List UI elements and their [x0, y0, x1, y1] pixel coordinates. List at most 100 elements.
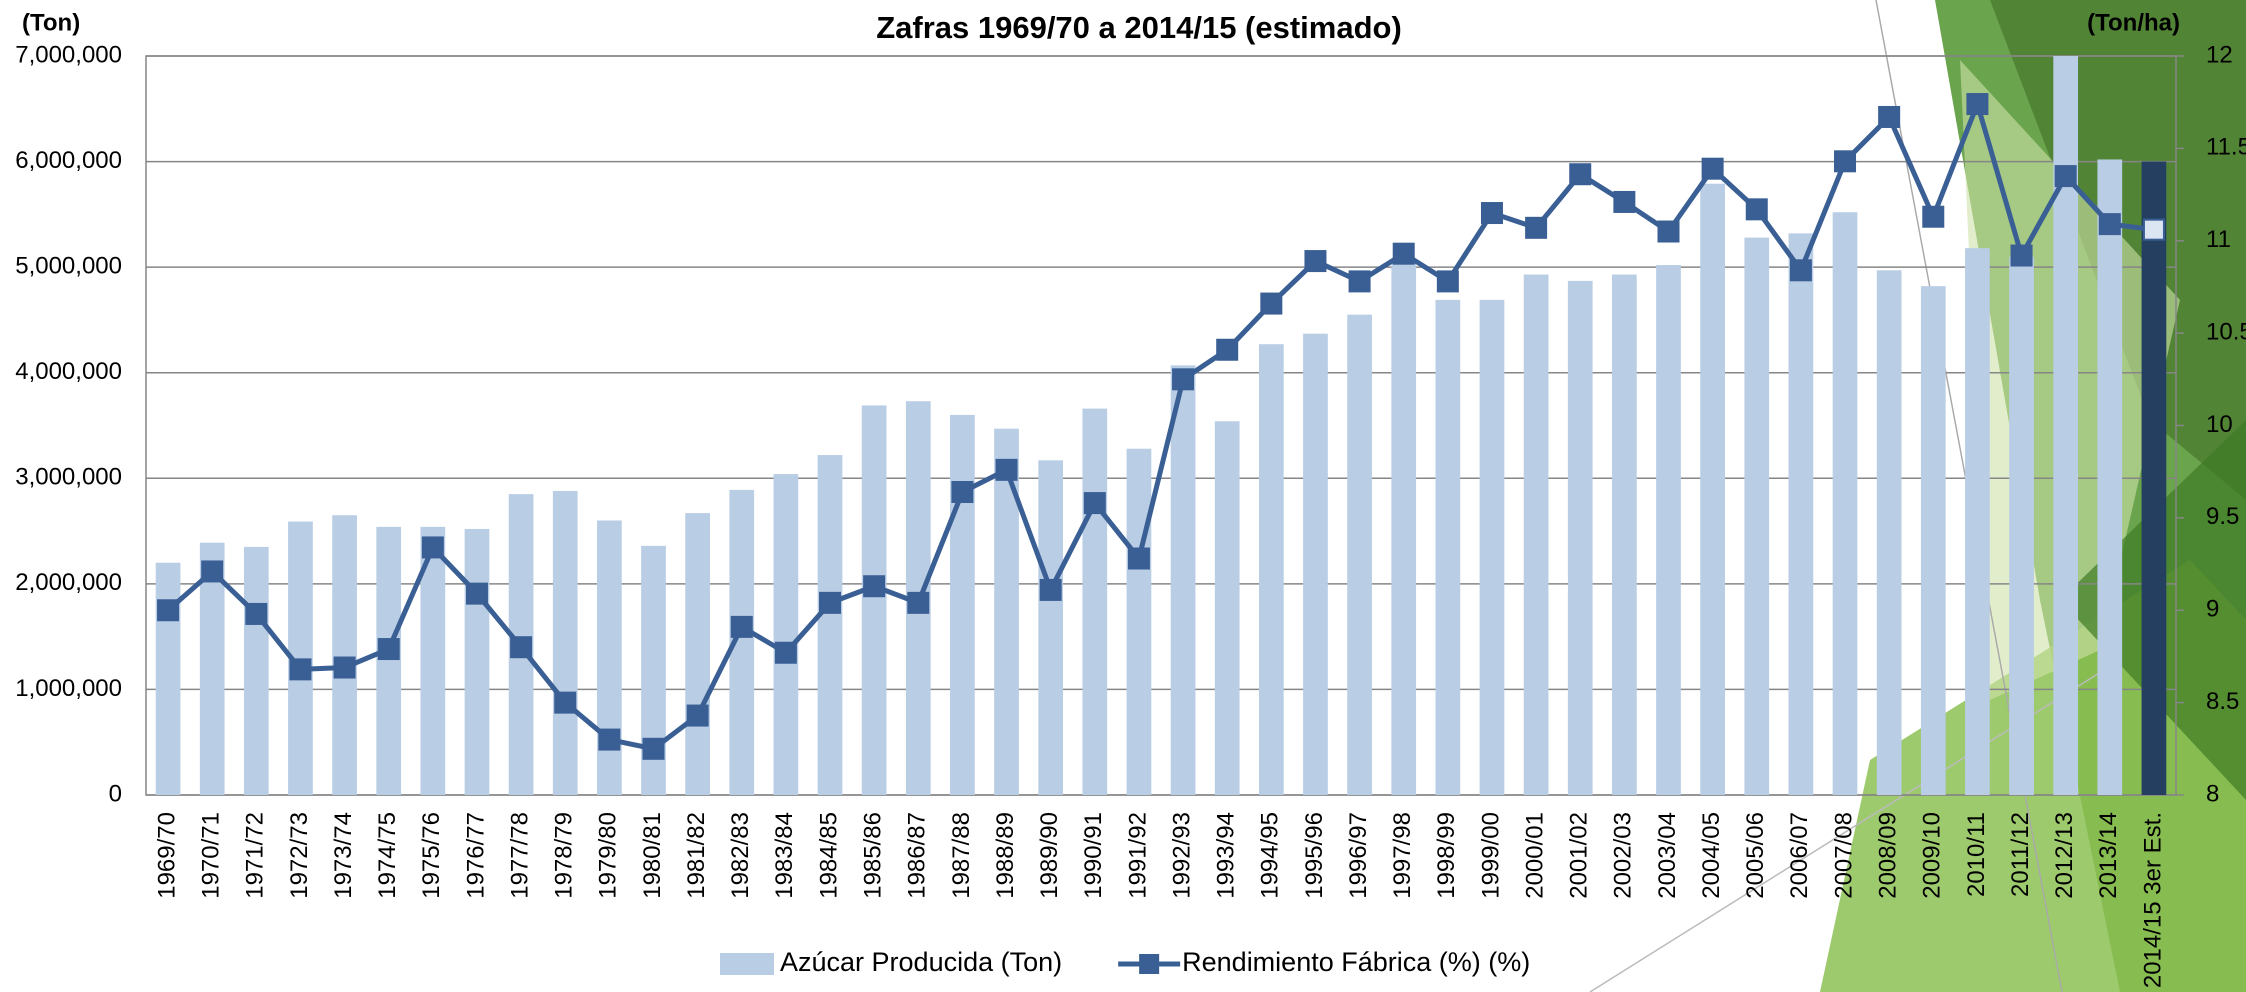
bar	[1303, 334, 1328, 795]
line-marker	[202, 561, 222, 581]
x-tick-label: 1993/94	[1213, 812, 1240, 899]
x-tick-label: 1979/80	[595, 812, 622, 899]
line-marker	[2144, 220, 2164, 240]
x-tick-label: 2008/09	[1874, 812, 1901, 899]
bar	[685, 513, 710, 795]
bar	[818, 455, 843, 795]
y-tick-label: 3,000,000	[15, 464, 122, 491]
y2-tick-label: 10.5	[2206, 318, 2246, 345]
bar	[1789, 233, 1814, 795]
line-marker	[467, 584, 487, 604]
bar	[597, 521, 622, 795]
line-marker	[2056, 166, 2076, 186]
y-tick-label: 6,000,000	[15, 147, 122, 174]
chart-title: Zafras 1969/70 a 2014/15 (estimado)	[876, 10, 1402, 45]
line-marker	[1526, 218, 1546, 238]
line-marker	[379, 639, 399, 659]
line-marker	[1614, 192, 1634, 212]
bar	[1877, 270, 1902, 795]
y2-tick-label: 8.5	[2206, 688, 2239, 715]
bar	[1171, 365, 1196, 795]
x-tick-label: 1984/85	[815, 812, 842, 899]
legend-swatch	[1139, 954, 1159, 974]
bar	[156, 563, 181, 795]
bar	[1656, 265, 1681, 795]
bar	[1215, 421, 1240, 795]
bar	[2009, 257, 2034, 795]
line-marker	[1041, 580, 1061, 600]
line-marker	[1747, 199, 1767, 219]
x-tick-label: 1975/76	[418, 812, 445, 899]
line-marker	[246, 604, 266, 624]
x-tick-label: 1983/84	[771, 812, 798, 899]
line-marker	[2012, 246, 2032, 266]
line-marker	[952, 482, 972, 502]
line-marker	[997, 460, 1017, 480]
line-marker	[1305, 251, 1325, 271]
bar	[1965, 248, 1990, 795]
line-marker	[511, 637, 531, 657]
x-tick-label: 2004/05	[1698, 812, 1725, 899]
page: Zafras 1969/70 a 2014/15 (estimado) (Ton…	[0, 0, 2246, 992]
x-tick-label: 1996/97	[1345, 812, 1372, 899]
x-tick-label: 1972/73	[286, 812, 313, 899]
x-tick-label: 1987/88	[948, 812, 975, 899]
line-marker	[1217, 340, 1237, 360]
x-tick-label: 1997/98	[1389, 812, 1416, 899]
chart: Zafras 1969/70 a 2014/15 (estimado) (Ton…	[0, 0, 2246, 992]
x-tick-label: 1995/96	[1301, 812, 1328, 899]
bar	[1082, 409, 1107, 795]
y2-tick-label: 9	[2206, 596, 2219, 623]
bar	[2097, 159, 2122, 795]
line-marker	[1261, 294, 1281, 314]
line-marker	[644, 739, 664, 759]
line-marker	[1394, 244, 1414, 264]
x-tick-label: 1973/74	[330, 812, 357, 899]
x-tick-label: 1994/95	[1257, 812, 1284, 899]
line-marker	[1570, 164, 1590, 184]
bar	[1568, 281, 1593, 795]
line-marker	[158, 600, 178, 620]
y2-tick-label: 10	[2206, 411, 2233, 438]
line-marker	[1438, 271, 1458, 291]
y2-tick-label: 11.5	[2206, 134, 2246, 161]
x-tick-label: 1981/82	[683, 812, 710, 899]
bar	[994, 429, 1019, 795]
line-marker	[1835, 151, 1855, 171]
line-marker	[1482, 203, 1502, 223]
plot-frame	[146, 56, 2176, 795]
line-marker	[1923, 207, 1943, 227]
line-marker	[776, 643, 796, 663]
x-tick-label: 1977/78	[506, 812, 533, 899]
bar	[1435, 300, 1460, 795]
line-marker	[1791, 260, 1811, 280]
bar	[1700, 184, 1725, 795]
line-marker	[1703, 159, 1723, 179]
x-tick-label: 2001/02	[1566, 812, 1593, 899]
x-tick-label: 1982/83	[727, 812, 754, 899]
line-marker	[1173, 369, 1193, 389]
x-tick-label: 1986/87	[904, 812, 931, 899]
x-tick-label: 2006/07	[1786, 812, 1813, 899]
x-tick-label: 2007/08	[1830, 812, 1857, 899]
x-tick-label: 2014/15 3er Est.	[2139, 812, 2166, 988]
x-tick-label: 1999/00	[1477, 812, 1504, 899]
x-tick-label: 2012/13	[2051, 812, 2078, 899]
x-tick-label: 1969/70	[153, 812, 180, 899]
bar	[2142, 162, 2167, 795]
x-tick-label: 2009/10	[1919, 812, 1946, 899]
line-marker	[1350, 271, 1370, 291]
line-marker	[555, 693, 575, 713]
y-axis-title: (Ton)	[22, 9, 80, 36]
bar	[376, 527, 401, 795]
bar	[465, 529, 490, 795]
x-tick-label: 2013/14	[2095, 812, 2122, 899]
line-marker	[732, 617, 752, 637]
x-tick-label: 1970/71	[198, 812, 225, 899]
x-tick-label: 1974/75	[374, 812, 401, 899]
line-marker	[2100, 214, 2120, 234]
legend-label: Rendimiento Fábrica (%) (%)	[1182, 947, 1530, 977]
bar	[1480, 300, 1505, 795]
x-tick-label: 2010/11	[1963, 812, 1990, 897]
bar	[1259, 344, 1284, 795]
